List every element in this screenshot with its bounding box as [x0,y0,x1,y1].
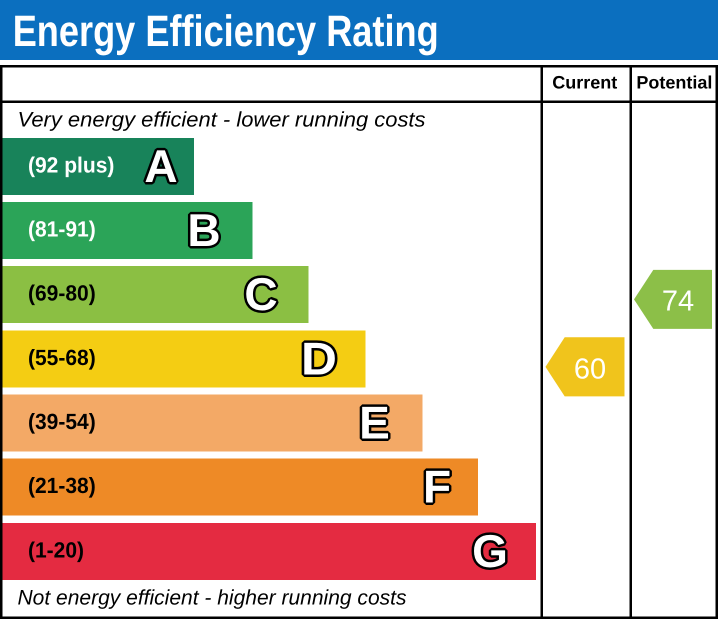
svg-text:(92 plus): (92 plus) [28,153,114,178]
svg-text:(81-91): (81-91) [28,217,96,242]
svg-text:(21-38): (21-38) [28,473,96,498]
svg-text:A: A [144,140,177,192]
svg-text:B: B [187,204,220,256]
svg-text:60: 60 [574,354,606,386]
svg-text:(55-68): (55-68) [28,345,96,370]
svg-text:(1-20): (1-20) [28,538,84,563]
svg-text:Current: Current [552,73,617,93]
svg-text:Energy Efficiency Rating: Energy Efficiency Rating [13,7,439,56]
svg-text:C: C [244,268,277,320]
svg-text:Potential: Potential [636,73,712,93]
svg-text:F: F [423,461,451,513]
svg-text:74: 74 [662,285,694,317]
svg-text:Very energy efficient - lower: Very energy efficient - lower running co… [18,109,427,132]
svg-text:(39-54): (39-54) [28,409,96,434]
svg-text:Not energy efficient - higher: Not energy efficient - higher running co… [18,587,407,610]
svg-text:(69-80): (69-80) [28,281,96,306]
svg-text:G: G [472,525,508,577]
svg-text:E: E [359,397,390,449]
svg-text:D: D [301,333,337,385]
